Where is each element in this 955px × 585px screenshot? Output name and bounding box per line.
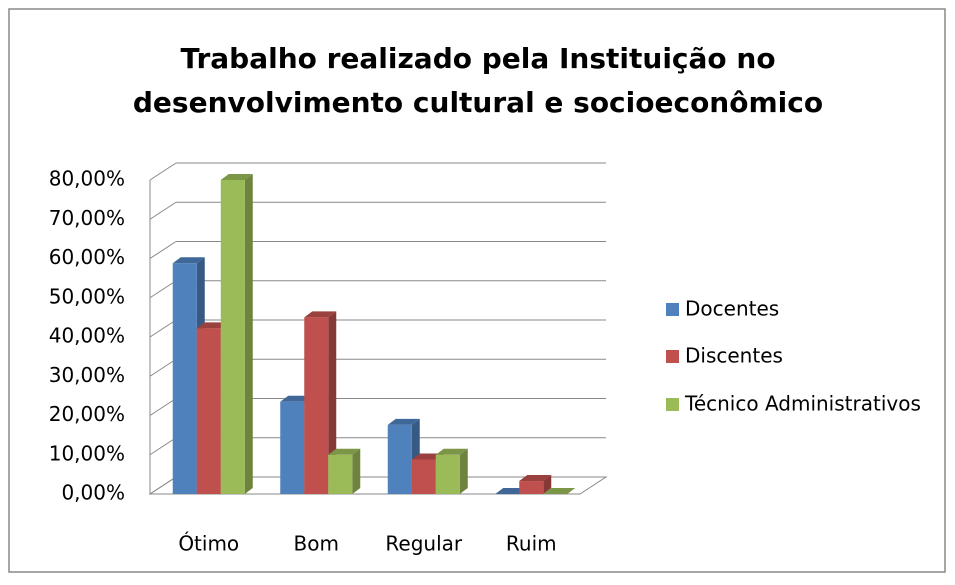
x-tick-label: Regular: [385, 532, 462, 556]
y-tick-label: 60,00%: [49, 245, 125, 269]
bar: [328, 454, 353, 494]
legend-swatch: [666, 350, 679, 363]
bar-top: [172, 257, 205, 264]
y-tick-label: 70,00%: [49, 206, 125, 230]
y-tick-label: 20,00%: [49, 402, 125, 426]
grid-line: [149, 162, 177, 181]
bar-top: [220, 174, 253, 180]
bar: [411, 459, 436, 494]
bar: [519, 481, 544, 494]
bar: [220, 180, 245, 494]
y-tick-label: 50,00%: [49, 284, 125, 308]
grid-line: [149, 201, 177, 220]
bar: [304, 317, 329, 494]
grid-line: [149, 398, 177, 416]
chart-title: Trabalho realizado pela Instituição no: [180, 42, 775, 75]
bar-top: [304, 311, 337, 318]
y-tick-label: 10,00%: [49, 441, 125, 465]
chart-title: desenvolvimento cultural e socioeconômic…: [133, 86, 823, 119]
grid-line: [149, 280, 177, 299]
grid-line: [149, 319, 177, 338]
grid-line: [149, 437, 177, 456]
bar-top: [387, 418, 420, 425]
bar-side: [244, 174, 253, 494]
grid-line: [149, 476, 177, 495]
y-tick-label: 0,00%: [61, 481, 125, 505]
legend-swatch: [666, 398, 679, 411]
bar-side: [352, 448, 361, 494]
bar-side: [328, 311, 337, 494]
legend-swatch: [666, 303, 679, 316]
bar-side: [543, 475, 552, 494]
y-tick-label: 40,00%: [49, 324, 125, 348]
bar-top: [435, 448, 468, 455]
y-tick-label: 30,00%: [49, 363, 125, 387]
bar: [387, 424, 412, 494]
bar-top: [543, 488, 576, 494]
bar: [280, 401, 305, 494]
grid-line: [149, 358, 177, 377]
bar: [435, 454, 460, 494]
bar: [172, 263, 197, 494]
x-tick-label: Bom: [294, 532, 339, 556]
x-tick-label: Ruim: [506, 532, 557, 556]
grid-line: [149, 241, 177, 259]
legend-label: Docentes: [685, 297, 779, 321]
y-tick-label: 80,00%: [49, 167, 125, 191]
legend-label: Discentes: [685, 344, 783, 368]
bar: [196, 328, 221, 494]
legend-label: Técnico Administrativos: [684, 392, 921, 416]
bar-top: [328, 448, 361, 455]
bar-side: [459, 448, 468, 494]
bar-top: [519, 475, 552, 482]
x-tick-label: Ótimo: [178, 532, 239, 556]
